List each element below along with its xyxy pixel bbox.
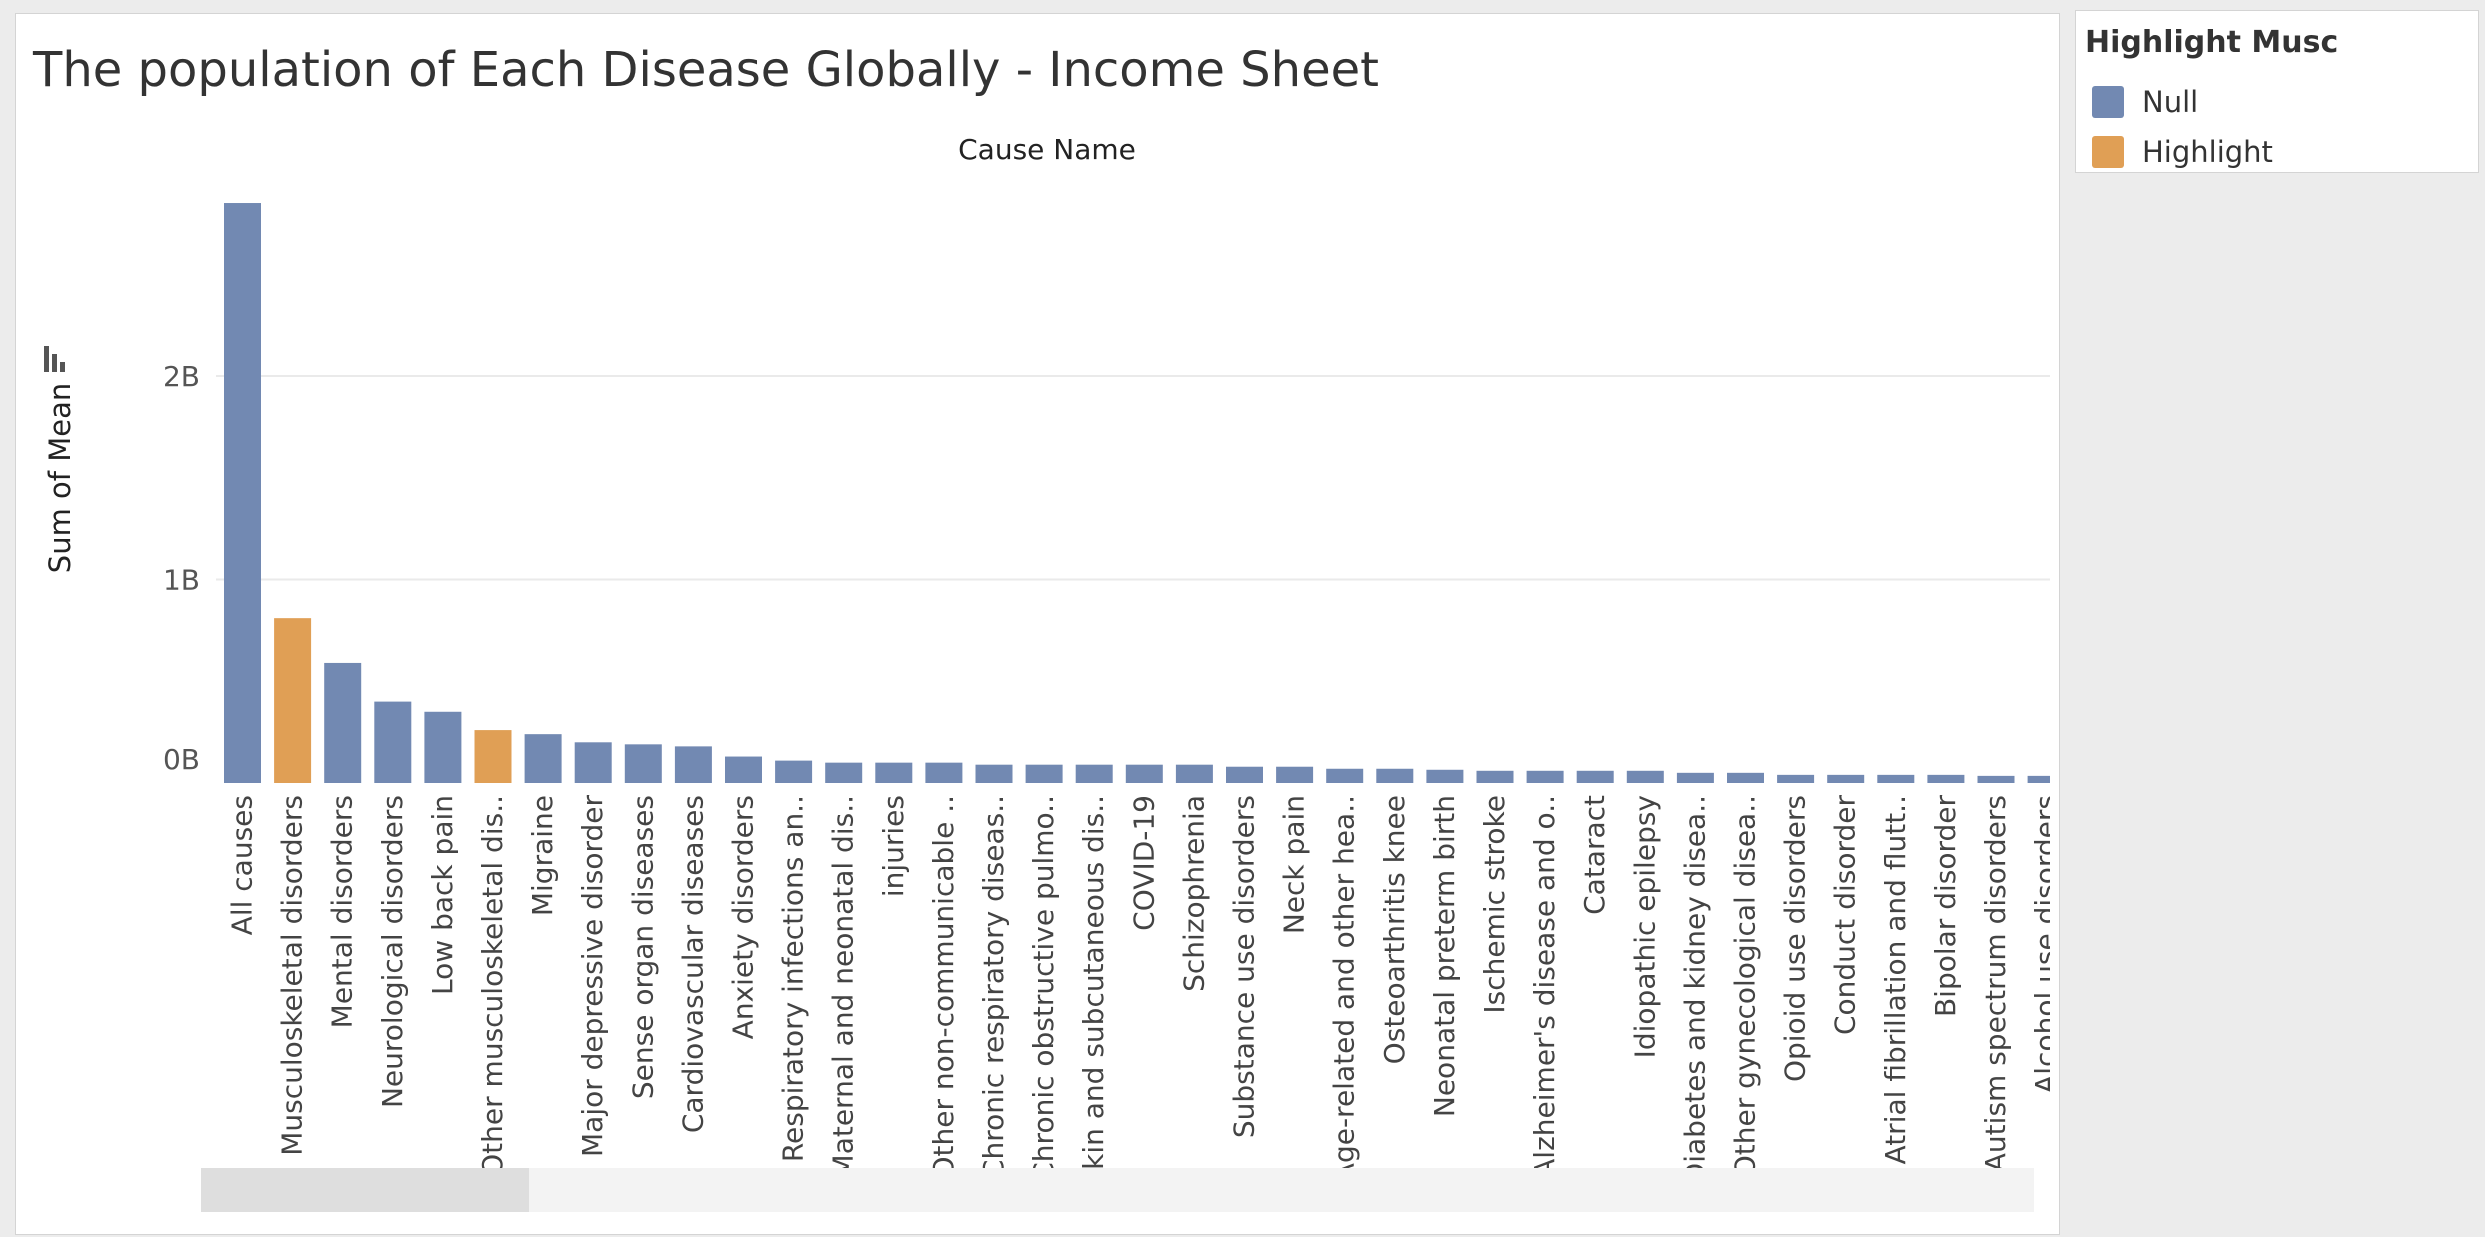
bar[interactable] [1827,775,1864,783]
x-tick-label: Major depressive disorder [576,795,609,1157]
bar[interactable] [1777,775,1814,783]
bar[interactable] [2028,776,2050,783]
x-tick-label: Chronic obstructive pulmo.. [1027,795,1060,1182]
bar[interactable] [1076,765,1113,783]
x-tick-label: Other non-communicable .. [927,795,960,1179]
scrollbar-thumb[interactable] [201,1168,529,1212]
horizontal-scrollbar[interactable] [201,1168,2034,1212]
x-tick-label: Low back pain [426,795,459,995]
bar[interactable] [1527,771,1564,783]
bar[interactable] [976,765,1013,783]
x-tick-label: Cardiovascular diseases [676,795,709,1133]
bar[interactable] [1226,767,1263,783]
bar[interactable] [1276,767,1313,783]
legend-label-highlight: Highlight [2142,135,2273,169]
x-tick-label: Opioid use disorders [1779,795,1812,1082]
legend-swatch-highlight [2092,136,2124,168]
bar[interactable] [525,734,562,783]
x-tick-label: All causes [226,795,259,935]
y-tick-label: 0B [163,743,200,776]
bar[interactable] [1026,765,1063,783]
bar[interactable] [775,761,812,783]
x-tick-label: Ischemic stroke [1478,795,1511,1014]
legend: Highlight Musc Null Highlight [2075,10,2479,173]
bar[interactable] [1727,773,1764,783]
x-tick-label: Skin and subcutaneous dis.. [1077,795,1110,1188]
chart-title: The population of Each Disease Globally … [33,42,1379,98]
bar[interactable] [1376,769,1413,783]
x-tick-label: Maternal and neonatal dis.. [827,795,860,1178]
x-tick-label: Neurological disorders [376,795,409,1108]
x-tick-label: Neonatal preterm birth [1428,795,1461,1117]
x-tick-label: Alzheimer's disease and o.. [1528,795,1561,1178]
bar[interactable] [1927,775,1964,783]
x-tick-label: Respiratory infections an.. [777,795,810,1162]
x-tick-label: Other musculoskeletal dis.. [476,795,509,1176]
x-tick-label: Chronic respiratory diseas.. [977,795,1010,1179]
x-tick-label: Bipolar disorder [1929,795,1962,1018]
bar[interactable] [1627,771,1664,783]
bar[interactable] [1877,775,1914,783]
x-tick-label: injuries [877,795,910,897]
bar[interactable] [274,618,311,783]
legend-swatch-null [2092,86,2124,118]
y-tick-label: 2B [163,360,200,393]
bar[interactable] [1978,776,2015,783]
x-tick-label: Age-related and other hea.. [1328,795,1361,1182]
x-tick-label: Atrial fibrillation and flutt.. [1879,795,1912,1164]
x-tick-label: Mental disorders [326,795,359,1028]
bar[interactable] [725,757,762,783]
legend-title: Highlight Musc [2085,25,2339,60]
bar[interactable] [1477,771,1514,783]
x-tick-label: Osteoarthritis knee [1378,795,1411,1064]
chart-sheet: The population of Each Disease Globally … [15,13,2060,1235]
legend-item-highlight[interactable]: Highlight [2092,135,2273,169]
bar[interactable] [424,712,461,783]
bar[interactable] [1677,773,1714,783]
x-tick-label: Diabetes and kidney disea.. [1678,795,1711,1184]
x-tick-label: Schizophrenia [1177,795,1210,992]
bar[interactable] [1577,771,1614,783]
bar[interactable] [224,203,261,783]
x-axis-header: Cause Name [958,133,1136,166]
legend-label-null: Null [2142,85,2199,119]
x-tick-label: Substance use disorders [1228,795,1261,1138]
bar[interactable] [825,763,862,783]
y-axis-label: Sum of Mean [43,383,77,573]
x-tick-label: COVID-19 [1127,795,1160,931]
x-tick-label: Other gynecological disea.. [1729,795,1762,1177]
bar[interactable] [575,742,612,783]
bar[interactable] [675,746,712,783]
x-tick-label: Musculoskeletal disorders [276,795,309,1156]
bar[interactable] [374,702,411,783]
x-tick-label: Migraine [526,795,559,916]
bar[interactable] [1126,765,1163,783]
x-tick-label: Cataract [1578,795,1611,915]
x-tick-label: Idiopathic epilepsy [1628,795,1661,1058]
bar[interactable] [1426,770,1463,783]
bar[interactable] [625,744,662,783]
y-tick-label: 1B [163,564,200,597]
x-tick-label: Neck pain [1278,795,1311,934]
x-tick-label: Conduct disorder [1829,795,1862,1036]
bar[interactable] [475,730,512,783]
x-tick-label: Anxiety disorders [727,795,760,1039]
bar[interactable] [875,763,912,783]
bar[interactable] [1326,769,1363,783]
legend-item-null[interactable]: Null [2092,85,2198,119]
x-tick-label: Autism spectrum disorders [1979,795,2012,1172]
sort-icon[interactable] [44,346,70,372]
bar[interactable] [925,763,962,783]
bar[interactable] [1176,765,1213,783]
x-tick-label: Sense organ diseases [626,795,659,1099]
bar[interactable] [324,663,361,783]
